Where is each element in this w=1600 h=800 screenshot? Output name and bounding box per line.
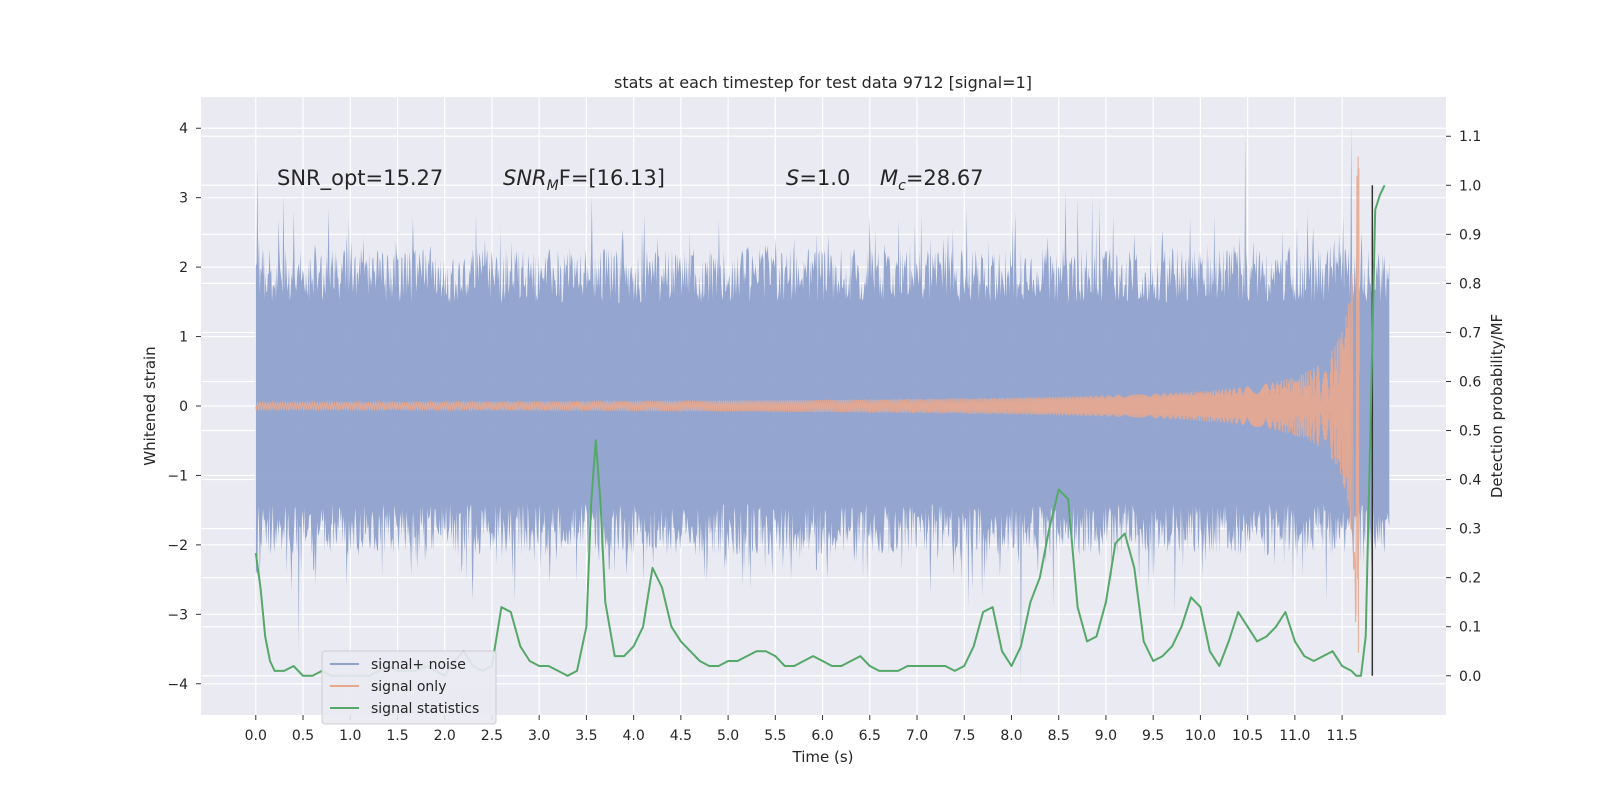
y-tick-label: −1 bbox=[167, 468, 188, 484]
y-tick-label: −4 bbox=[167, 677, 188, 693]
legend-label-signal-statistics: signal statistics bbox=[371, 701, 479, 717]
y-right-tick-label: 1.1 bbox=[1459, 129, 1481, 145]
x-tick-label: 6.5 bbox=[859, 728, 881, 744]
annotation-snr-opt: SNR_opt=15.27 bbox=[277, 166, 443, 191]
x-tick-label: 2.5 bbox=[481, 728, 503, 744]
axes: 0.0 0.5 1.0 1.5 2.0 2.5 3.0 3.5 4.0 4.5 5.0 5.5 6.0 6… bbox=[167, 121, 1481, 744]
y-tick-label: 4 bbox=[179, 121, 188, 137]
x-tick-label: 10.5 bbox=[1232, 728, 1263, 744]
y-right-tick-label: 1.0 bbox=[1459, 178, 1481, 194]
y-right-tick-label: 0.3 bbox=[1459, 522, 1481, 538]
legend-label-signal-only: signal only bbox=[371, 679, 446, 695]
x-tick-label: 9.5 bbox=[1142, 728, 1164, 744]
x-tick-label: 1.5 bbox=[386, 728, 408, 744]
x-tick-label: 0.5 bbox=[292, 728, 314, 744]
x-tick-label: 11.5 bbox=[1327, 728, 1358, 744]
x-tick-label: 7.0 bbox=[906, 728, 928, 744]
x-tick-label: 3.0 bbox=[528, 728, 550, 744]
y-axis-label: Whitened strain bbox=[141, 346, 159, 465]
y-right-tick-label: 0.5 bbox=[1459, 424, 1481, 440]
y-tick-label: −2 bbox=[167, 538, 188, 554]
y-tick-label: −3 bbox=[167, 607, 188, 623]
annotations: SNR_opt=15.27 SNRMF=[16.13] S=1.0 Mc=28.… bbox=[277, 166, 984, 194]
annotation-s: S=1.0 bbox=[786, 166, 850, 190]
y-tick-label: 0 bbox=[179, 399, 188, 415]
legend-box bbox=[321, 650, 497, 725]
y-right-tick-label: 0.2 bbox=[1459, 571, 1481, 587]
annotation-snr-mf: SNRMF=[16.13] bbox=[503, 166, 665, 194]
y-right-tick-label: 0.4 bbox=[1459, 473, 1481, 489]
x-tick-label: 1.0 bbox=[339, 728, 361, 744]
y-axis-right-label: Detection probability/MF bbox=[1488, 314, 1506, 498]
x-tick-label: 4.0 bbox=[622, 728, 644, 744]
x-tick-label: 3.5 bbox=[575, 728, 597, 744]
x-tick-label: 6.0 bbox=[811, 728, 833, 744]
y-tick-label: 3 bbox=[179, 191, 188, 207]
x-tick-label: 8.5 bbox=[1048, 728, 1070, 744]
x-tick-label: 10.0 bbox=[1185, 728, 1216, 744]
x-axis-label: Time (s) bbox=[792, 748, 854, 766]
y-right-tick-label: 0.1 bbox=[1459, 620, 1481, 636]
x-tick-label: 7.5 bbox=[953, 728, 975, 744]
y-right-tick-label: 0.8 bbox=[1459, 276, 1481, 292]
x-tick-label: 4.5 bbox=[670, 728, 692, 744]
annotation-mc: Mc=28.67 bbox=[880, 166, 984, 194]
y-tick-label: 1 bbox=[179, 330, 188, 346]
y-right-tick-label: 0.6 bbox=[1459, 374, 1481, 390]
x-tick-label: 9.0 bbox=[1095, 728, 1117, 744]
x-tick-label: 0.0 bbox=[245, 728, 267, 744]
x-tick-label: 11.0 bbox=[1279, 728, 1310, 744]
y-tick-label: 2 bbox=[179, 260, 188, 276]
x-tick-label: 5.5 bbox=[764, 728, 786, 744]
signal-only-series bbox=[255, 156, 1360, 653]
y-right-tick-label: 0.9 bbox=[1459, 227, 1481, 243]
x-tick-label: 8.0 bbox=[1000, 728, 1022, 744]
legend: signal+ noise signal only signal statist… bbox=[321, 650, 497, 725]
y-right-tick-label: 0.7 bbox=[1459, 325, 1481, 341]
signal-only-line bbox=[255, 156, 1360, 653]
chart-title: stats at each timestep for test data 971… bbox=[614, 73, 1032, 92]
y-right-tick-label: 0.0 bbox=[1459, 669, 1481, 685]
legend-label-signal-noise: signal+ noise bbox=[371, 657, 466, 673]
x-tick-label: 5.0 bbox=[717, 728, 739, 744]
x-tick-label: 2.0 bbox=[434, 728, 456, 744]
